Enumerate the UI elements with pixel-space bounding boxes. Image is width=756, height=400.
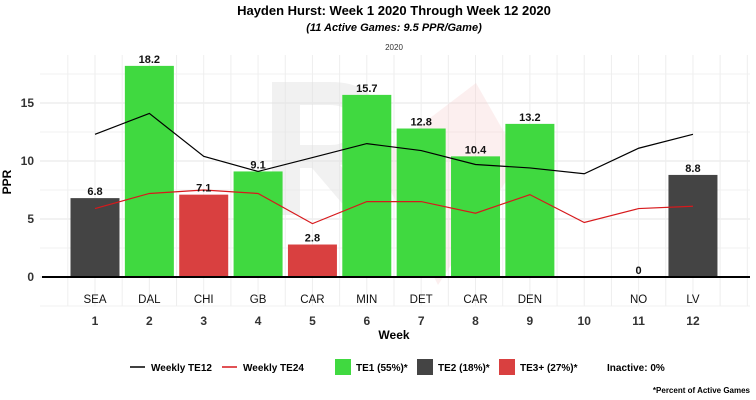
x-tick-label: 4 [255,314,262,328]
bar-value-label: 18.2 [139,54,160,66]
bar-week-3 [179,194,229,277]
bar-value-label: 10.4 [465,144,487,156]
legend-label: TE1 (55%)* [356,363,408,374]
opponent-label: GB [250,294,267,306]
footnote: *Percent of Active Games [653,386,751,395]
bar-value-label: 13.2 [519,112,540,124]
bar-week-5 [287,244,337,277]
y-tick-label: 15 [21,96,35,110]
bar-value-label: 12.8 [410,117,431,129]
bar-week-2 [124,65,174,277]
bar-week-8 [451,156,501,277]
legend-label: TE2 (18%)* [438,363,490,374]
opponent-label: DET [410,294,433,306]
opponent-label: DAL [138,294,161,306]
legend-inactive-label: Inactive: 0% [607,363,665,374]
bar-value-label: 9.1 [250,159,265,171]
opponent-label: CAR [463,294,487,306]
opponent-label: CHI [194,294,214,306]
y-axis-label: PPR [0,169,14,194]
x-tick-label: 6 [363,314,370,328]
facet-label: 2020 [385,43,403,52]
bar-week-7 [396,128,446,277]
y-tick-label: 0 [27,270,34,284]
legend-label: Weekly TE24 [243,363,304,374]
x-tick-label: 2 [146,314,153,328]
bar-value-label: 6.8 [87,186,102,198]
series-line-weekly-te12 [94,112,694,175]
x-tick-label: 10 [578,314,592,328]
x-axis-label: Week [378,328,409,342]
bar-value-label: 8.8 [685,163,700,175]
bar-week-6 [342,94,392,277]
legend-swatch-TE2 [417,359,433,375]
bar-week-4 [233,171,283,277]
legend-swatch-TE3+ [499,359,515,375]
y-tick-label: 5 [27,212,34,226]
y-tick-label: 10 [21,154,35,168]
x-tick-label: 7 [418,314,425,328]
bar-week-1 [70,198,120,277]
x-tick-label: 11 [632,314,645,328]
x-tick-label: 12 [686,314,700,328]
opponent-label: CAR [300,294,324,306]
series-line-weekly-te24 [94,189,693,225]
bar-value-label: 7.1 [196,183,211,195]
x-tick-label: 1 [92,314,99,328]
x-tick-label: 5 [309,314,316,328]
x-tick-label: 3 [200,314,207,328]
legend-label: Weekly TE12 [151,363,212,374]
opponent-label: DEN [518,294,542,306]
opponent-label: MIN [356,294,377,306]
bar-week-12 [668,174,718,277]
opponent-label: NO [630,294,647,306]
opponent-label: SEA [83,294,106,306]
chart-subtitle: (11 Active Games: 9.5 PPR/Game) [306,22,482,34]
bar-value-label: 0 [636,265,642,277]
legend-swatch-TE1 [335,359,351,375]
bar-value-label: 2.8 [305,233,320,245]
bar-value-label: 15.7 [356,83,377,95]
chart-title: Hayden Hurst: Week 1 2020 Through Week 1… [237,3,551,18]
x-tick-label: 8 [472,314,479,328]
opponent-label: LV [686,294,700,306]
legend-label: TE3+ (27%)* [520,363,578,374]
x-tick-label: 9 [527,314,534,328]
